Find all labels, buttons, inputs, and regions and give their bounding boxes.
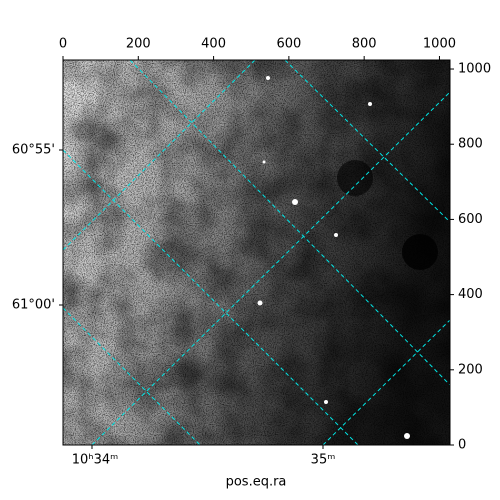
y-tick-label: 800	[458, 137, 483, 152]
x-axis-label: pos.eq.ra	[226, 475, 287, 490]
image	[63, 60, 450, 445]
x-tick-label: 200	[126, 37, 151, 52]
x-tick-label: 800	[352, 37, 377, 52]
frame	[62, 59, 451, 446]
x-tick-label: 0	[59, 37, 67, 52]
x-tick-label: 400	[201, 37, 226, 52]
coordinate-grid	[63, 60, 450, 445]
dec-tick-label: 61°00'	[12, 298, 55, 313]
dec-tick-label: 60°55'	[12, 143, 55, 158]
y-tick-label: 0	[458, 438, 466, 453]
y-tick-label: 1000	[458, 62, 491, 77]
ra-tick-label: 10ʰ34ᵐ	[72, 453, 118, 468]
ra-tick-label: 35ᵐ	[311, 453, 336, 468]
y-tick-label: 200	[458, 362, 483, 377]
y-tick-label: 400	[458, 287, 483, 302]
x-tick-label: 600	[276, 37, 301, 52]
x-tick-label: 1000	[423, 37, 456, 52]
y-tick-label: 600	[458, 212, 483, 227]
